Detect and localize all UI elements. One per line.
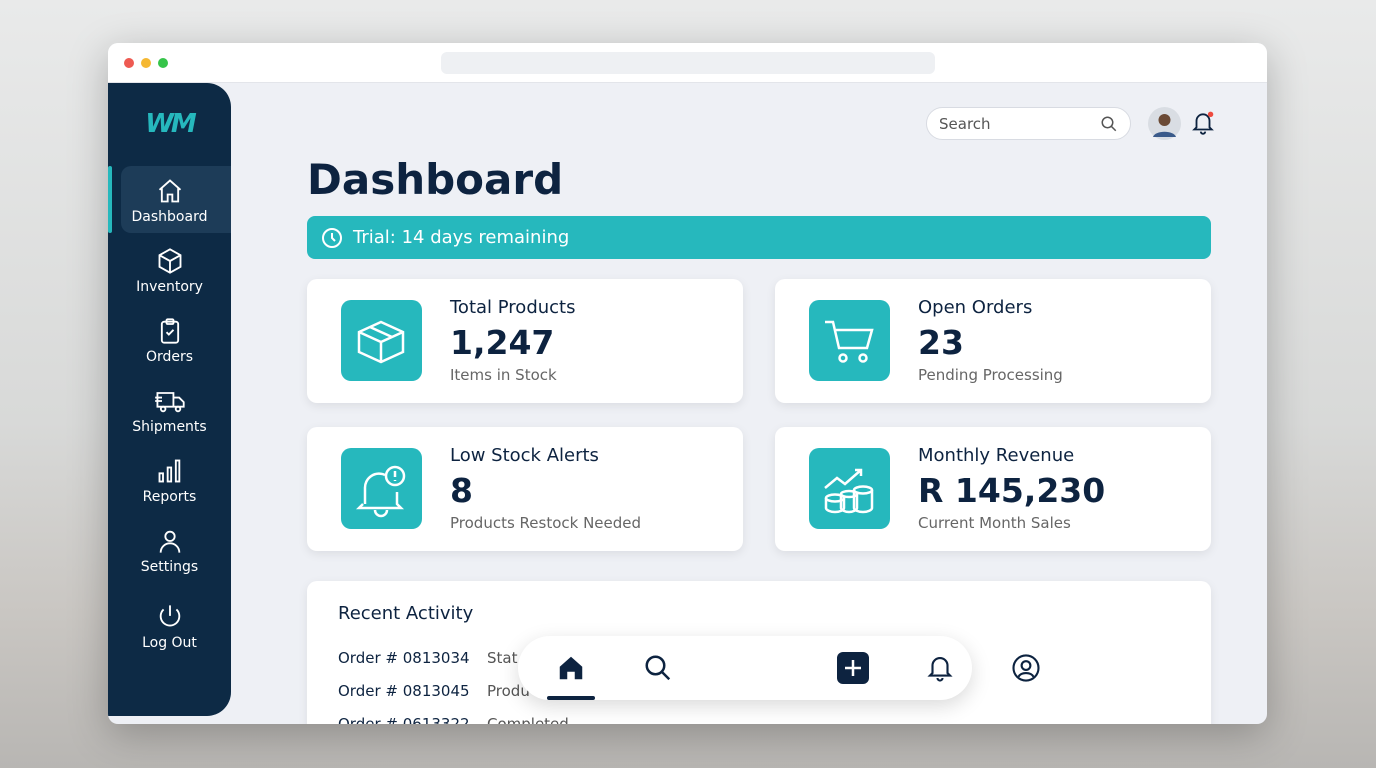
- nav-label: Log Out: [142, 635, 197, 651]
- stat-value: 1,247: [450, 323, 555, 362]
- home-icon: [158, 179, 181, 203]
- nav-item[interactable]: Settings: [108, 527, 231, 575]
- stat-icon: [809, 448, 890, 529]
- nav-item[interactable]: Shipments: [108, 387, 231, 435]
- nav-label: Reports: [142, 489, 197, 505]
- nav-item[interactable]: Orders: [108, 317, 231, 365]
- order-id[interactable]: Order # 0613322: [338, 715, 470, 724]
- stat-value: 8: [450, 471, 473, 510]
- trial-text: Trial: 14 days remaining: [353, 227, 570, 248]
- section-title: Recent Activity: [338, 603, 474, 624]
- logo[interactable]: WM: [145, 109, 197, 139]
- nav-label: Dashboard: [131, 209, 208, 225]
- power-icon: [159, 605, 180, 627]
- stat-card[interactable]: Open Orders 23 Pending Processing: [775, 279, 1211, 403]
- order-status: Stat: [487, 649, 518, 667]
- stat-caption: Current Month Sales: [918, 514, 1071, 532]
- clock-icon: [322, 228, 342, 248]
- stat-card[interactable]: Monthly Revenue R 145,230 Current Month …: [775, 427, 1211, 551]
- stat-label: Total Products: [450, 297, 576, 318]
- sidebar: WM Dashboard Inventory Orders Shipments …: [108, 83, 231, 716]
- trial-banner: Trial: 14 days remaining: [307, 216, 1211, 259]
- stat-icon: [341, 448, 422, 529]
- user-icon: [159, 530, 180, 553]
- stat-card[interactable]: Total Products 1,247 Items in Stock: [307, 279, 743, 403]
- browser-bar: [108, 43, 1267, 83]
- order-status: Completed: [487, 715, 569, 724]
- order-id[interactable]: Order # 0813045: [338, 682, 470, 700]
- active-marker: [108, 166, 112, 233]
- stat-label: Open Orders: [918, 297, 1033, 318]
- stat-icon: [341, 300, 422, 381]
- truck-icon: [154, 392, 185, 413]
- search-placeholder: Search: [939, 115, 991, 133]
- notification-bell[interactable]: [1190, 109, 1216, 137]
- close-dot[interactable]: [124, 58, 134, 68]
- search-icon: [1101, 116, 1117, 132]
- nav-item[interactable]: Reports: [108, 457, 231, 505]
- active-highlight: [121, 166, 231, 233]
- alerts-tab[interactable]: [925, 653, 955, 683]
- maximize-dot[interactable]: [158, 58, 168, 68]
- stat-caption: Products Restock Needed: [450, 514, 642, 532]
- order-status: Produ: [487, 682, 530, 700]
- profile-tab[interactable]: [1011, 653, 1041, 683]
- nav-item[interactable]: Dashboard: [108, 177, 231, 225]
- stat-value: 23: [918, 323, 964, 362]
- stat-caption: Items in Stock: [450, 366, 557, 384]
- stat-icon: [809, 300, 890, 381]
- clipboard-icon: [160, 318, 179, 344]
- nav-label: Orders: [145, 349, 194, 365]
- page-title: Dashboard: [307, 155, 564, 204]
- address-bar[interactable]: [441, 52, 935, 74]
- stat-card[interactable]: Low Stock Alerts 8 Products Restock Need…: [307, 427, 743, 551]
- stat-caption: Pending Processing: [918, 366, 1063, 384]
- stat-label: Monthly Revenue: [918, 445, 1075, 466]
- box-icon: [158, 248, 181, 274]
- search-tab[interactable]: [643, 653, 673, 683]
- bottom-nav: [518, 636, 1040, 700]
- home-tab[interactable]: [556, 653, 586, 683]
- nav-item[interactable]: Log Out: [108, 603, 231, 651]
- nav-item[interactable]: Inventory: [108, 247, 231, 295]
- nav-label: Settings: [140, 559, 199, 575]
- stat-label: Low Stock Alerts: [450, 445, 599, 466]
- browser-window: WM Dashboard Inventory Orders Shipments …: [108, 43, 1267, 724]
- stat-value: R 145,230: [918, 471, 1106, 510]
- chart-icon: [158, 459, 180, 483]
- avatar[interactable]: [1148, 107, 1181, 140]
- nav-label: Shipments: [132, 419, 207, 435]
- add-tab[interactable]: [836, 651, 870, 685]
- order-id[interactable]: Order # 0813034: [338, 649, 470, 667]
- minimize-dot[interactable]: [141, 58, 151, 68]
- search-box[interactable]: Search: [926, 107, 1131, 140]
- active-tab-indicator: [547, 696, 595, 700]
- nav-label: Inventory: [136, 279, 203, 295]
